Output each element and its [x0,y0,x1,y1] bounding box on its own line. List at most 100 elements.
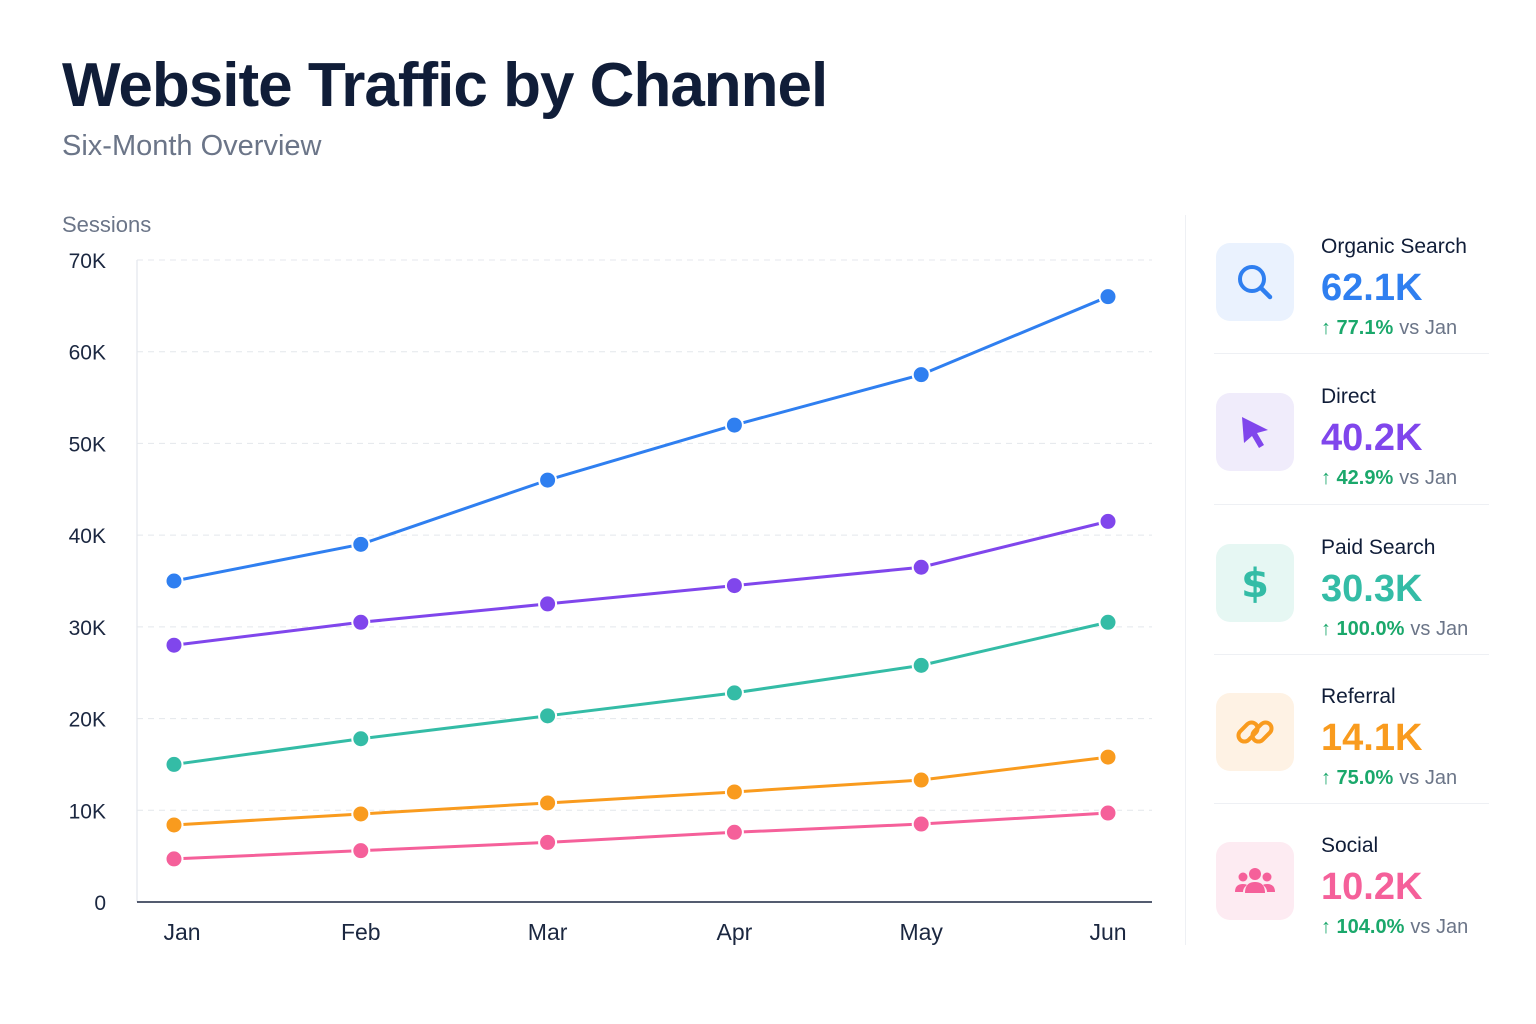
card-change-pct: ↑ 104.0% [1321,916,1405,938]
chart-subtitle: Six-Month Overview [62,130,322,162]
series-line-direct [173,519,1109,647]
data-point-referral [1098,747,1118,767]
data-point-referral [164,815,184,835]
card-change-pct: ↑ 100.0% [1321,618,1405,640]
card-change: ↑ 100.0% vs Jan [1321,618,1468,641]
y-tick-label: 30K [69,617,106,640]
series-social [164,803,1118,869]
card-change: ↑ 77.1% vs Jan [1321,317,1457,340]
line-chart: Sessions 0 10K 20K 30K 40K 50K 60K 70K Jan Feb Ma… [62,212,1152,945]
cursor-icon [1242,417,1268,448]
card-name: Organic Search [1321,235,1467,258]
link-icon [1236,720,1274,744]
data-point-paid-search [538,706,558,726]
summary-card-paid-search: $ Paid Search 30.3K ↑ 100.0% vs Jan [1214,524,1489,674]
x-tick-label: Apr [717,919,753,945]
y-tick-label: 60K [69,342,106,365]
data-point-social [351,841,371,861]
card-divider [1214,654,1489,655]
card-change: ↑ 104.0% vs Jan [1321,916,1468,939]
paid-search-icon-box: $ [1216,544,1294,622]
data-point-organic-search [724,415,744,435]
card-change: ↑ 42.9% vs Jan [1321,467,1457,490]
card-name: Paid Search [1321,536,1436,559]
data-point-social [538,832,558,852]
data-point-direct [911,557,931,577]
x-tick-label: May [899,919,943,945]
data-point-paid-search [164,754,184,774]
data-point-referral [911,770,931,790]
y-tick-label: 50K [69,433,106,456]
data-point-direct [351,612,371,632]
data-point-direct [164,635,184,655]
data-point-direct [538,594,558,614]
card-name: Direct [1321,385,1376,408]
x-axis-ticks: Jan Feb Mar Apr May Jun [163,919,1126,945]
series-direct [164,511,1118,655]
svg-text:$: $ [1241,561,1269,605]
data-point-referral [724,782,744,802]
data-point-organic-search [351,534,371,554]
card-change-pct: ↑ 75.0% [1321,767,1394,789]
card-change-pct: ↑ 77.1% [1321,317,1394,339]
card-value: 10.2K [1321,866,1423,908]
series-line-paid-search [173,620,1109,766]
direct-icon-box [1216,393,1294,471]
referral-icon-box [1216,693,1294,771]
chart-title: Website Traffic by Channel [62,51,828,120]
y-axis-label: Sessions [62,212,151,237]
series-group [164,287,1118,869]
y-tick-label: 20K [69,709,106,732]
card-change-pct: ↑ 42.9% [1321,467,1394,489]
dollar-icon: $ [1241,561,1269,605]
data-point-direct [1098,511,1118,531]
y-tick-label: 0 [94,892,106,915]
data-point-organic-search [164,571,184,591]
data-point-organic-search [1098,287,1118,307]
data-point-organic-search [538,470,558,490]
card-change: ↑ 75.0% vs Jan [1321,767,1457,790]
x-tick-label: Mar [528,919,568,945]
data-point-referral [538,793,558,813]
summary-card-referral: Referral 14.1K ↑ 75.0% vs Jan [1214,673,1489,823]
data-point-paid-search [1098,612,1118,632]
card-change-vs: vs Jan [1399,317,1458,339]
series-organic-search [164,287,1118,591]
card-divider [1214,504,1489,505]
y-axis-ticks: 0 10K 20K 30K 40K 50K 60K 70K [69,250,106,915]
data-point-paid-search [724,683,744,703]
x-tick-label: Feb [341,919,381,945]
series-line-social [173,811,1109,861]
card-change-vs: vs Jan [1410,618,1469,640]
data-point-social [164,849,184,869]
card-divider [1214,353,1489,354]
card-change-vs: vs Jan [1399,767,1458,789]
series-line-referral [173,755,1109,827]
search-icon [1238,265,1273,300]
card-value: 14.1K [1321,717,1423,759]
x-tick-label: Jun [1089,919,1126,945]
data-point-paid-search [911,655,931,675]
data-point-organic-search [911,365,931,385]
organic-search-icon-box [1216,243,1294,321]
card-value: 30.3K [1321,568,1423,610]
y-tick-label: 40K [69,525,106,548]
data-point-social [1098,803,1118,823]
data-point-social [911,814,931,834]
data-point-paid-search [351,729,371,749]
y-tick-label: 10K [69,800,106,823]
summary-panel: Organic Search 62.1K ↑ 77.1% vs Jan Direc… [1185,215,1506,945]
card-change-vs: vs Jan [1399,467,1458,489]
summary-card-direct: Direct 40.2K ↑ 42.9% vs Jan [1214,373,1489,523]
card-value: 40.2K [1321,417,1423,459]
card-change-vs: vs Jan [1410,916,1469,938]
summary-card-organic-search: Organic Search 62.1K ↑ 77.1% vs Jan [1214,223,1489,373]
users-icon [1235,868,1275,893]
data-point-referral [351,804,371,824]
y-tick-label: 70K [69,250,106,273]
gridlines [136,259,1152,902]
x-tick-label: Jan [163,919,200,945]
summary-card-social: Social 10.2K ↑ 104.0% vs Jan [1214,822,1489,972]
card-name: Referral [1321,685,1396,708]
series-paid-search [164,612,1118,774]
